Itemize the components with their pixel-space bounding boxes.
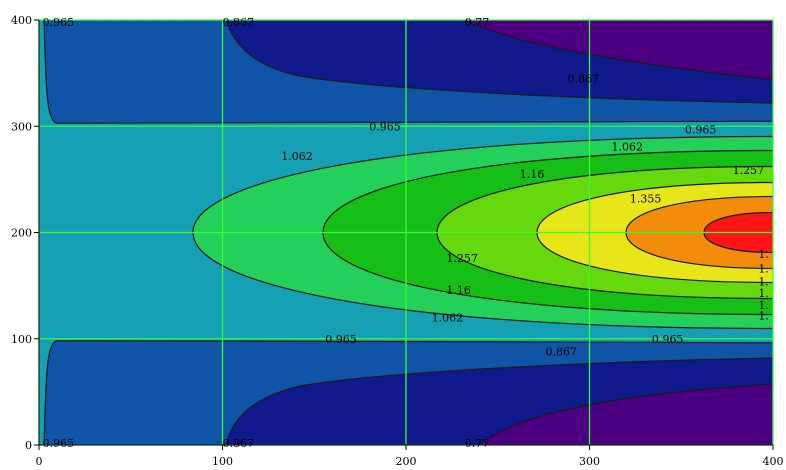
contour-line-outer [479, 383, 774, 446]
contour-label: 1.257 [733, 164, 765, 177]
contour-label: 1.062 [281, 150, 313, 163]
x-tick-label: 300 [579, 455, 600, 468]
contour-line-outer [43, 19, 774, 124]
contour-label: 0.867 [545, 346, 577, 359]
y-tick-label: 400 [11, 14, 32, 27]
y-tick-label: 300 [11, 120, 32, 133]
x-tick-label: 0 [36, 455, 43, 468]
contour-label: 0.867 [223, 16, 255, 29]
axes: 0 100 200 300 400 0 100 200 300 400 [11, 14, 784, 468]
contour-label: 0.965 [369, 120, 401, 133]
contour-line-outer [225, 19, 774, 104]
x-tick-label: 200 [396, 455, 417, 468]
x-tick-label: 100 [212, 455, 233, 468]
contour-label: 1. [758, 263, 769, 276]
contour-label: 1. [758, 275, 769, 288]
contour-label: 0.77 [465, 16, 490, 29]
y-tick-label: 200 [11, 227, 32, 240]
contour-label: 1.062 [432, 312, 464, 325]
contour-label: 1.257 [446, 252, 478, 265]
contour-label: 0.867 [567, 72, 599, 85]
contour-label: 1.16 [446, 284, 471, 297]
contour-label: 0.77 [465, 437, 490, 450]
band-0.77-bottom [480, 384, 773, 445]
contour-label: 1.355 [630, 193, 662, 206]
contour-label: 0.867 [223, 437, 255, 450]
y-tick-label: 100 [11, 333, 32, 346]
contour-label: 0.965 [652, 333, 684, 346]
contour-label: 1.16 [520, 168, 545, 181]
contour-label: 1. [758, 309, 769, 322]
contour-line-outer [43, 340, 774, 446]
contour-label: 0.965 [685, 123, 717, 136]
contour-label: 0.965 [325, 333, 357, 346]
contour-labels: 0.77 0.867 0.965 0.867 0.965 0.965 1.062 1.062 1… [43, 16, 769, 450]
contour-line-outer [225, 357, 774, 446]
band-0.77-top [466, 20, 773, 80]
contour-label: 1. [758, 299, 769, 312]
contour-label: 0.965 [43, 437, 75, 450]
x-tick-label: 400 [763, 455, 784, 468]
contour-label: 1. [758, 248, 769, 261]
contour-label: 1. [758, 287, 769, 300]
contour-line-outer [465, 19, 774, 81]
y-tick-label: 0 [25, 439, 32, 452]
contour-label: 0.965 [43, 16, 75, 29]
contour-label: 1.062 [612, 140, 644, 153]
